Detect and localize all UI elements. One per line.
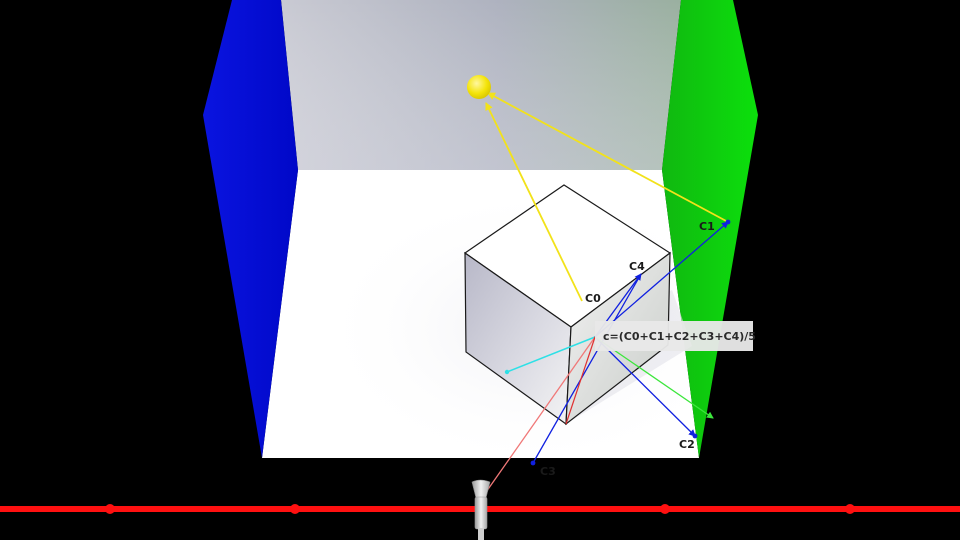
ray-red-short [565, 336, 596, 425]
ray-cyan-end [504, 369, 510, 375]
ray-c3-to-c4 [532, 273, 642, 464]
camera-body [474, 496, 488, 530]
point-c3 [530, 460, 536, 466]
label-c4: C4 [629, 260, 645, 273]
timeline-keyframe[interactable] [105, 504, 115, 514]
sphere-light-icon[interactable] [467, 75, 491, 99]
label-c1: C1 [699, 220, 715, 233]
label-c3: C3 [540, 465, 556, 478]
timeline-keyframe[interactable] [845, 504, 855, 514]
formula-box: c=(C0+C1+C2+C3+C4)/5 [595, 321, 756, 351]
camera-lens [471, 479, 491, 499]
ray-center-to-c1 [594, 221, 729, 338]
point-c1 [725, 219, 731, 225]
ray-camera [483, 336, 596, 496]
ray-cyan [506, 336, 596, 373]
camera-base [478, 528, 484, 540]
ray-center-to-c2 [594, 336, 696, 437]
formula-background [595, 321, 753, 351]
left-wall [203, 0, 298, 458]
ray-c1-to-light [487, 92, 729, 223]
label-c0: C0 [585, 292, 601, 305]
ray-c0-to-light [485, 102, 583, 302]
timeline-keyframe[interactable] [660, 504, 670, 514]
rays [483, 92, 731, 496]
formula-text: c=(C0+C1+C2+C3+C4)/5 [603, 330, 756, 343]
point-c2 [692, 433, 698, 439]
camera-icon[interactable] [471, 479, 491, 540]
timeline-keyframe[interactable] [290, 504, 300, 514]
label-c2: C2 [679, 438, 695, 451]
